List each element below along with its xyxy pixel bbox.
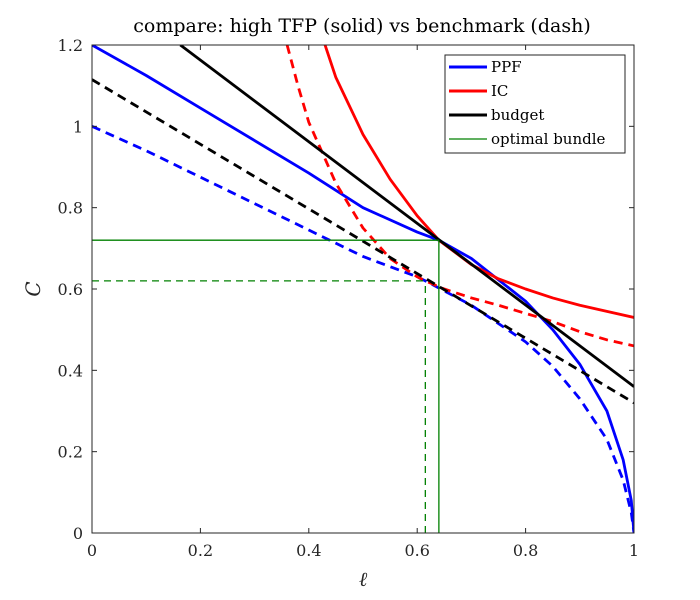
series-budget-high [179, 45, 634, 388]
legend: PPF IC budget optimal bundle [444, 54, 626, 154]
y-tick-label: 1 [73, 117, 83, 136]
x-tick-label: 0.8 [513, 541, 538, 560]
legend-box [444, 54, 626, 154]
series-ppf-high [92, 45, 634, 533]
legend-label: optimal bundle [491, 130, 606, 148]
x-tick-label: 0.2 [188, 541, 213, 560]
y-axis-label: C [21, 281, 45, 296]
legend-label: budget [491, 106, 544, 124]
x-axis-label: ℓ [359, 567, 368, 591]
series-layer [92, 45, 634, 533]
legend-label: PPF [491, 58, 522, 76]
y-tick-label: 0.4 [58, 361, 83, 380]
chart-title: compare: high TFP (solid) vs benchmark (… [133, 15, 590, 37]
y-tick-label: 0.6 [58, 280, 83, 299]
ticks-layer: 0 0.2 0.4 0.6 0.8 1 0 0.2 0.4 0.6 0.8 1 1.2 [58, 36, 640, 560]
x-tick-label: 0.6 [404, 541, 429, 560]
y-tick-label: 0 [73, 524, 83, 543]
y-tick-label: 0.8 [58, 199, 83, 218]
y-tick-label: 0.2 [58, 443, 83, 462]
y-tick-label: 1.2 [58, 36, 83, 55]
x-tick-label: 0.4 [296, 541, 321, 560]
x-tick-label: 1 [629, 541, 639, 560]
series-ppf-bench [92, 125, 634, 533]
legend-label: IC [491, 82, 508, 100]
x-tick-label: 0 [87, 541, 97, 560]
series-budget-bench [92, 78, 634, 405]
